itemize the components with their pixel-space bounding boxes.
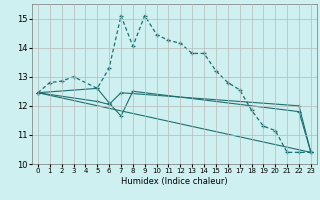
X-axis label: Humidex (Indice chaleur): Humidex (Indice chaleur) [121,177,228,186]
